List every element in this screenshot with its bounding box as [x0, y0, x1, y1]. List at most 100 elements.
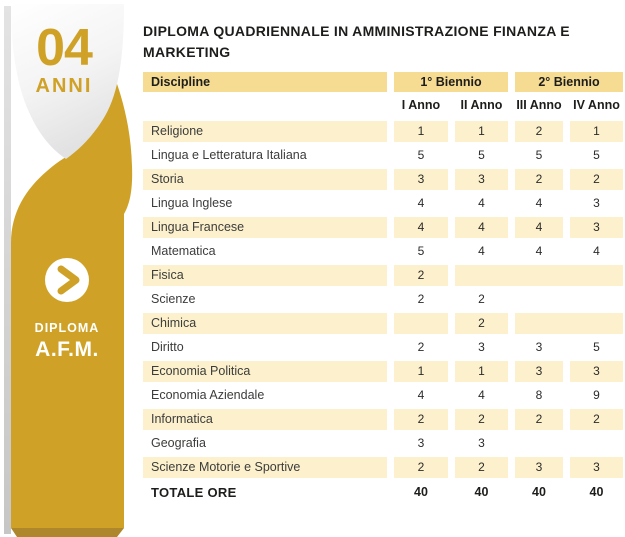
chevron-right-button[interactable]	[45, 258, 89, 302]
hours-cell: 2	[515, 408, 563, 430]
table-row: Matematica 5 4 4 4	[143, 239, 625, 263]
discipline-cell: Chimica	[143, 312, 387, 334]
years-block: 04 ANNI	[0, 22, 128, 98]
discipline-cell: Economia Aziendale	[151, 388, 265, 402]
hours-cell: 40	[589, 485, 604, 499]
table-row: Economia Aziendale 4 4 8 9	[143, 383, 625, 407]
table-row: Scienze 2 2	[143, 287, 625, 311]
hours-cell: 2	[478, 292, 485, 306]
hours-cell: 3	[570, 360, 623, 382]
page-title: DIPLOMA QUADRIENNALE IN AMMINISTRAZIONE …	[143, 23, 570, 60]
diploma-cta: DIPLOMA A.F.M.	[0, 258, 134, 362]
table-header-row: Discipline 1° Biennio 2° Biennio	[143, 72, 625, 92]
table-row: Lingua e Letteratura Italiana 5 5 5 5	[143, 143, 625, 167]
discipline-cell: Lingua Francese	[143, 216, 387, 238]
hours-cell: 4	[478, 196, 485, 210]
total-row: TOTALE ORE 40 40 40 40	[143, 479, 625, 505]
hours-cell: 1	[455, 360, 508, 382]
empty-hours-cell	[455, 264, 623, 286]
hours-cell: 5	[593, 340, 600, 354]
hours-cell: 3	[394, 168, 448, 190]
table-row: Geografia 3 3	[143, 431, 625, 455]
hours-cell: 40	[414, 485, 428, 499]
sidebar-ribbon: 04 ANNI DIPLOMA A.F.M.	[0, 0, 135, 537]
ribbon-bottom-fold	[11, 528, 124, 537]
discipline-cell: Scienze	[151, 292, 196, 306]
column-header-anno-4: IV Anno	[573, 97, 620, 112]
hours-cell: 4	[535, 196, 543, 210]
table-row: Religione 1 1 2 1	[143, 119, 625, 143]
hours-cell: 4	[455, 216, 508, 238]
hours-cell: 3	[593, 196, 600, 210]
hours-cell: 2	[394, 408, 448, 430]
table-row: Chimica 2	[143, 311, 625, 335]
hours-cell: 3	[478, 436, 485, 450]
hours-cell: 3	[515, 456, 563, 478]
hours-cell: 5	[417, 244, 425, 258]
hours-cell: 5	[478, 148, 485, 162]
hours-cell: 2	[455, 408, 508, 430]
empty-hours-cell	[394, 312, 448, 334]
hours-cell: 1	[394, 360, 448, 382]
column-header-biennio-2: 2° Biennio	[515, 72, 623, 92]
white-ribbon	[11, 4, 124, 159]
hours-cell: 9	[593, 388, 600, 402]
table-row: Lingua Inglese 4 4 4 3	[143, 191, 625, 215]
hours-cell: 2	[570, 408, 623, 430]
main-content: DIPLOMA QUADRIENNALE IN AMMINISTRAZIONE …	[143, 0, 625, 505]
discipline-cell: Geografia	[151, 436, 206, 450]
discipline-cell: Fisica	[143, 264, 387, 286]
ribbon-left-edge	[4, 6, 11, 534]
hours-cell: 1	[570, 120, 623, 142]
curriculum-table: Discipline 1° Biennio 2° Biennio I Anno …	[143, 72, 625, 505]
diploma-acronym: A.F.M.	[35, 338, 99, 361]
column-header-biennio-1: 1° Biennio	[394, 72, 508, 92]
column-header-discipline: Discipline	[143, 72, 387, 92]
hours-cell: 3	[570, 216, 623, 238]
table-subheader-row: I Anno II Anno III Anno IV Anno	[143, 92, 625, 117]
hours-cell: 2	[417, 340, 425, 354]
years-label: ANNI	[35, 75, 93, 97]
discipline-cell: TOTALE ORE	[151, 484, 237, 500]
hours-cell: 4	[478, 388, 485, 402]
discipline-cell: Scienze Motorie e Sportive	[143, 456, 387, 478]
hours-cell: 5	[593, 148, 600, 162]
table-row: Economia Politica 1 1 3 3	[143, 359, 625, 383]
discipline-cell: Lingua Inglese	[151, 196, 233, 210]
hours-cell: 2	[515, 120, 563, 142]
discipline-cell: Religione	[143, 120, 387, 142]
hours-cell: 5	[417, 148, 425, 162]
hours-cell: 2	[455, 312, 508, 334]
table-row: Fisica 2	[143, 263, 625, 287]
hours-cell: 2	[417, 292, 425, 306]
hours-cell: 40	[532, 485, 546, 499]
hours-cell: 2	[394, 264, 448, 286]
hours-cell: 40	[474, 485, 489, 499]
hours-cell: 1	[394, 120, 448, 142]
hours-cell: 3	[570, 456, 623, 478]
years-number: 04	[36, 19, 93, 77]
hours-cell: 3	[535, 340, 543, 354]
hours-cell: 5	[535, 148, 543, 162]
discipline-cell: Storia	[143, 168, 387, 190]
hours-cell: 4	[417, 388, 425, 402]
hours-cell: 2	[394, 456, 448, 478]
hours-cell: 3	[478, 340, 485, 354]
hours-cell: 2	[455, 456, 508, 478]
table-row: Informatica 2 2 2 2	[143, 407, 625, 431]
hours-cell: 1	[455, 120, 508, 142]
diploma-label: DIPLOMA	[34, 321, 100, 335]
hours-cell: 3	[515, 360, 563, 382]
hours-cell: 4	[593, 244, 600, 258]
column-header-anno-1: I Anno	[401, 97, 441, 112]
hours-cell: 4	[515, 216, 563, 238]
discipline-cell: Lingua e Letteratura Italiana	[151, 148, 307, 162]
empty-hours-cell	[515, 289, 623, 310]
discipline-cell: Matematica	[151, 244, 216, 258]
hours-cell: 2	[570, 168, 623, 190]
column-header-anno-3: III Anno	[516, 97, 562, 112]
hours-cell: 4	[417, 196, 425, 210]
hours-cell: 2	[515, 168, 563, 190]
hours-cell: 4	[394, 216, 448, 238]
